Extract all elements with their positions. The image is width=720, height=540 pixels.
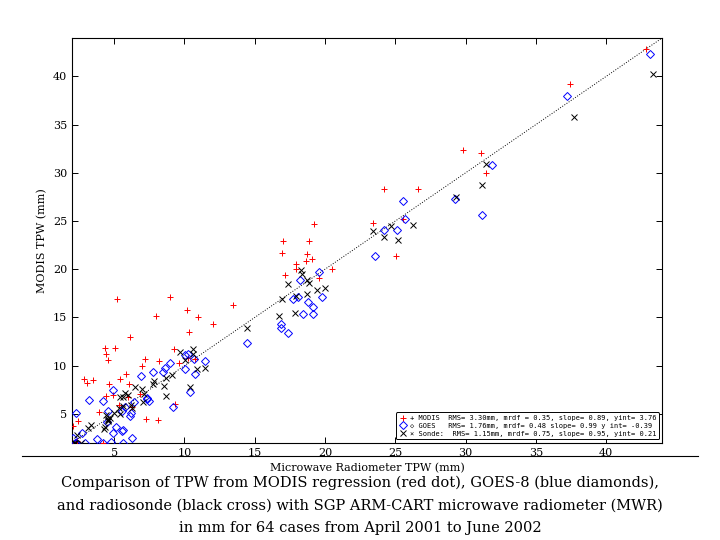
Legend: + MODIS  RMS= 3.30mm, mrdf = 0.35, slope= 0.89, yint= 3.76, ◇ GOES   RMS= 1.76mm: + MODIS RMS= 3.30mm, mrdf = 0.35, slope=…	[396, 413, 659, 440]
+ MODIS  RMS= 3.30mm, mrdf = 0.35, slope= 0.89, yint= 3.76	[170, 401, 179, 407]
+ MODIS  RMS= 3.30mm, mrdf = 0.35, slope= 0.89, yint= 3.76	[104, 357, 112, 363]
+ MODIS  RMS= 3.30mm, mrdf = 0.35, slope= 0.89, yint= 3.76	[184, 329, 193, 335]
Line: + MODIS  RMS= 3.30mm, mrdf = 0.35, slope= 0.89, yint= 3.76: + MODIS RMS= 3.30mm, mrdf = 0.35, slope=…	[69, 46, 649, 446]
× Sonde:  RMS= 1.15mm, mrdf= 0.75, slope= 0.95, yint= 0.21: (2.15, 2): RMS= 1.15mm, mrdf= 0.75, slope= 0.95, yi…	[70, 440, 78, 446]
× Sonde:  RMS= 1.15mm, mrdf= 0.75, slope= 0.95, yint= 0.21: (8.7, 8.68): RMS= 1.15mm, mrdf= 0.75, slope= 0.95, yi…	[162, 375, 171, 382]
Text: in mm for 64 cases from April 2001 to June 2002: in mm for 64 cases from April 2001 to Ju…	[179, 521, 541, 535]
◇ GOES   RMS= 1.76mm, mrdf= 0.48 slope= 0.99 y int= -0.39	[646, 51, 654, 58]
◇ GOES   RMS= 1.76mm, mrdf= 0.48 slope= 0.99 y int= -0.39	[168, 403, 177, 410]
+ MODIS  RMS= 3.30mm, mrdf = 0.35, slope= 0.89, yint= 3.76	[642, 45, 650, 52]
+ MODIS  RMS= 3.30mm, mrdf = 0.35, slope= 0.89, yint= 3.76	[68, 440, 76, 446]
× Sonde:  RMS= 1.15mm, mrdf= 0.75, slope= 0.95, yint= 0.21: (10, 10.6): RMS= 1.15mm, mrdf= 0.75, slope= 0.95, yi…	[181, 357, 189, 363]
+ MODIS  RMS= 3.30mm, mrdf = 0.35, slope= 0.89, yint= 3.76	[228, 301, 237, 308]
+ MODIS  RMS= 3.30mm, mrdf = 0.35, slope= 0.89, yint= 3.76	[73, 438, 81, 444]
Line: ◇ GOES   RMS= 1.76mm, mrdf= 0.48 slope= 0.99 y int= -0.39: ◇ GOES RMS= 1.76mm, mrdf= 0.48 slope= 0.…	[70, 52, 653, 446]
◇ GOES   RMS= 1.76mm, mrdf= 0.48 slope= 0.99 y int= -0.39	[143, 394, 152, 401]
× Sonde:  RMS= 1.15mm, mrdf= 0.75, slope= 0.95, yint= 0.21: (11.5, 9.77): RMS= 1.15mm, mrdf= 0.75, slope= 0.95, yi…	[201, 364, 210, 371]
◇ GOES   RMS= 1.76mm, mrdf= 0.48 slope= 0.99 y int= -0.39	[184, 350, 192, 357]
+ MODIS  RMS= 3.30mm, mrdf = 0.35, slope= 0.89, yint= 3.76	[142, 416, 150, 422]
× Sonde:  RMS= 1.15mm, mrdf= 0.75, slope= 0.95, yint= 0.21: (43.3, 40.3): RMS= 1.15mm, mrdf= 0.75, slope= 0.95, yi…	[649, 71, 657, 77]
× Sonde:  RMS= 1.15mm, mrdf= 0.75, slope= 0.95, yint= 0.21: (7.09, 7.02): RMS= 1.15mm, mrdf= 0.75, slope= 0.95, yi…	[139, 391, 148, 397]
× Sonde:  RMS= 1.15mm, mrdf= 0.75, slope= 0.95, yint= 0.21: (4.44, 4.89): RMS= 1.15mm, mrdf= 0.75, slope= 0.95, yi…	[102, 411, 111, 418]
+ MODIS  RMS= 3.30mm, mrdf = 0.35, slope= 0.89, yint= 3.76	[278, 250, 287, 256]
Y-axis label: MODIS TPW (mm): MODIS TPW (mm)	[37, 188, 48, 293]
◇ GOES   RMS= 1.76mm, mrdf= 0.48 slope= 0.99 y int= -0.39	[243, 339, 251, 346]
Line: × Sonde:  RMS= 1.15mm, mrdf= 0.75, slope= 0.95, yint= 0.21: × Sonde: RMS= 1.15mm, mrdf= 0.75, slope=…	[71, 71, 655, 446]
◇ GOES   RMS= 1.76mm, mrdf= 0.48 slope= 0.99 y int= -0.39	[71, 440, 80, 446]
◇ GOES   RMS= 1.76mm, mrdf= 0.48 slope= 0.99 y int= -0.39	[201, 357, 210, 364]
◇ GOES   RMS= 1.76mm, mrdf= 0.48 slope= 0.99 y int= -0.39	[102, 418, 111, 425]
Text: Comparison of TPW from MODIS regression (red dot), GOES-8 (blue diamonds),: Comparison of TPW from MODIS regression …	[61, 476, 659, 490]
X-axis label: Microwave Radiometer TPW (mm): Microwave Radiometer TPW (mm)	[270, 463, 464, 474]
× Sonde:  RMS= 1.15mm, mrdf= 0.75, slope= 0.95, yint= 0.21: (14.4, 13.9): RMS= 1.15mm, mrdf= 0.75, slope= 0.95, yi…	[242, 325, 251, 331]
Text: and radiosonde (black cross) with SGP ARM-CART microwave radiometer (MWR): and radiosonde (black cross) with SGP AR…	[57, 499, 663, 513]
